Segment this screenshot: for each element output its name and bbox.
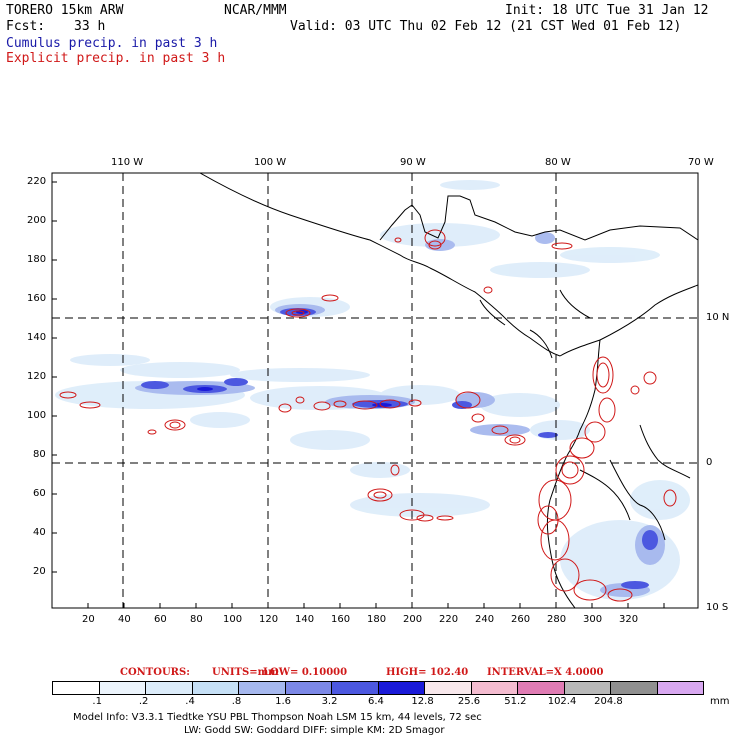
x-tick-label: 280 [547,614,567,625]
x-tick-label: 140 [295,614,315,625]
colorbar-swatch [192,682,239,694]
colorbar-swatch [378,682,425,694]
y-tick-label: 20 [33,566,46,577]
lon-label-70w: 70 W [688,157,714,168]
lat-label-10n: 10 N [706,312,730,323]
lat-label-0: 0 [706,457,713,468]
model-title: TORERO 15km ARW [6,3,124,18]
x-tick-label: 120 [259,614,279,625]
colorbar-swatch [332,682,379,694]
colorbar-swatch [146,682,193,694]
colorbar-swatch [564,682,611,694]
x-tick-label: 300 [583,614,603,625]
lat-lon-grid [52,173,698,608]
x-tick-label: 80 [190,614,203,625]
colorbar-label: 51.2 [504,696,527,707]
x-tick-label: 20 [82,614,95,625]
y-tick-label: 200 [27,215,47,226]
colorbar-label: 25.6 [457,696,481,707]
explicit-precip-legend: Explicit precip. in past 3 h [6,51,226,66]
colorbar-label: 1.6 [275,696,292,707]
y-tick-label: 220 [27,176,47,187]
lon-label-80w: 80 W [545,157,571,168]
colorbar [52,681,704,695]
colorbar-label: .1 [92,696,102,707]
colorbar-swatch [239,682,286,694]
init-time: Init: 18 UTC Tue 31 Jan 12 [505,3,709,18]
x-tick-label: 260 [511,614,531,625]
colorbar-swatch [657,682,703,694]
x-tick-label: 60 [154,614,167,625]
cumulus-precip-legend: Cumulus precip. in past 3 h [6,36,218,51]
colorbar-swatch [285,682,332,694]
colorbar-unit: mm [710,696,730,707]
colorbar-swatch [518,682,565,694]
y-tick-label: 60 [33,488,46,499]
colorbar-swatch [425,682,472,694]
colorbar-swatch [611,682,658,694]
y-tick-label: 140 [27,332,47,343]
contours-high: HIGH= 102.40 [386,667,469,678]
contours-units: UNITS=mm [212,667,279,678]
lat-label-10s: 10 S [706,602,729,613]
y-tick-label: 120 [27,371,47,382]
y-tick-label: 80 [33,449,46,460]
valid-time: Valid: 03 UTC Thu 02 Feb 12 (21 CST Wed … [290,19,682,34]
organization-label: NCAR/MMM [224,3,287,18]
y-tick-label: 100 [27,410,47,421]
colorbar-label: 3.2 [321,696,338,707]
colorbar-label: .4 [185,696,195,707]
x-tick-label: 40 [118,614,131,625]
x-tick-label: 200 [403,614,423,625]
tick-marks [52,181,665,608]
y-tick-label: 180 [27,254,47,265]
contours-interval: INTERVAL=X 4.0000 [487,667,604,678]
forecast-label: Fcst: [6,19,46,34]
precip-field [52,173,698,608]
y-tick-label: 40 [33,527,46,538]
x-tick-label: 100 [223,614,243,625]
forecast-hours: 33 h [74,19,106,34]
contours-low: LOW= 0.10000 [263,667,348,678]
lon-label-90w: 90 W [400,157,426,168]
physics-info-line: LW: Godd SW: Goddard DIFF: simple KM: 2D… [184,725,445,736]
colorbar-swatch [53,682,100,694]
colorbar-label: 12.8 [411,696,434,707]
colorbar-label: .8 [231,696,242,707]
colorbar-swatch [99,682,146,694]
lon-label-110w: 110 W [111,157,144,168]
colorbar-label: .2 [138,696,149,707]
colorbar-label: 102.4 [547,696,577,707]
x-tick-label: 180 [367,614,387,625]
x-tick-label: 160 [331,614,351,625]
model-info-line: Model Info: V3.3.1 Tiedtke YSU PBL Thomp… [73,712,482,723]
colorbar-swatch [471,682,518,694]
y-tick-label: 160 [27,293,47,304]
colorbar-label: 204.8 [594,696,623,707]
explicit-contours [59,229,677,602]
map-frame [51,172,699,609]
colorbar-label: 6.4 [368,696,384,707]
contours-label: CONTOURS: [120,667,190,678]
lon-label-100w: 100 W [254,157,287,168]
x-tick-label: 320 [619,614,639,625]
x-tick-label: 220 [439,614,459,625]
x-tick-label: 240 [475,614,495,625]
